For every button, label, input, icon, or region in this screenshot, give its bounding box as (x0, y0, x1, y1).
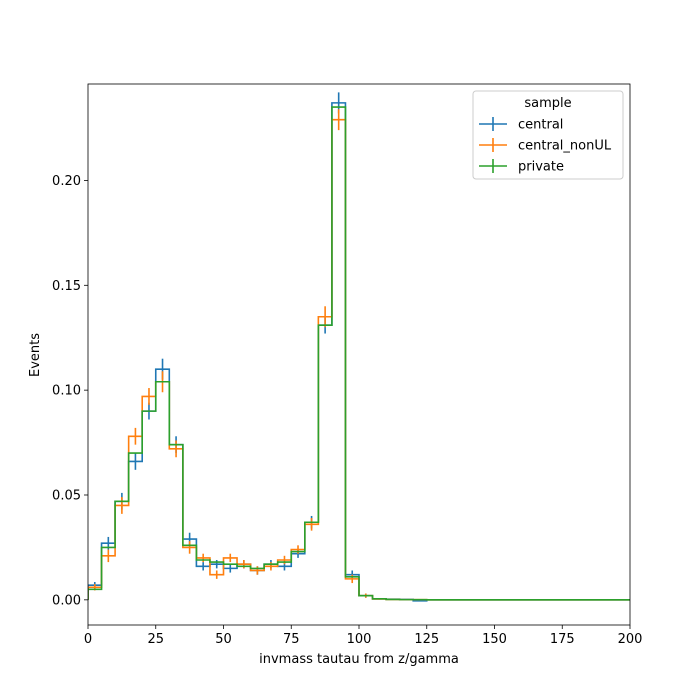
x-tick-label: 25 (147, 632, 164, 647)
x-tick-label: 50 (215, 632, 232, 647)
series-private (88, 106, 630, 601)
y-tick-label: 0.00 (52, 593, 81, 608)
x-tick-label: 0 (84, 632, 92, 647)
x-tick-label: 125 (414, 632, 439, 647)
y-axis-label: Events (28, 333, 43, 377)
legend-label: central (518, 118, 563, 133)
y-tick-label: 0.15 (52, 279, 81, 294)
legend-entry-private: private (479, 159, 564, 175)
y-axis: 0.00 0.05 0.10 0.15 0.20 (52, 174, 88, 608)
y-tick-label: 0.05 (52, 488, 81, 503)
y-tick-label: 0.20 (52, 174, 81, 189)
x-tick-label: 175 (550, 632, 575, 647)
legend-label: private (518, 160, 564, 175)
y-tick-label: 0.10 (52, 384, 81, 399)
legend-label: central_nonUL (518, 139, 612, 154)
x-axis: 0 25 50 75 100 125 150 175 200 (84, 625, 643, 647)
step-line (88, 118, 630, 601)
legend-entry-central-nonUL: central_nonUL (479, 138, 612, 154)
x-tick-label: 150 (482, 632, 507, 647)
plot-area (88, 92, 630, 602)
legend-entry-central: central (479, 117, 563, 133)
x-tick-label: 75 (283, 632, 300, 647)
step-line (88, 106, 630, 601)
series-central-nonUL (88, 109, 630, 601)
x-tick-label: 100 (347, 632, 372, 647)
x-tick-label: 200 (618, 632, 643, 647)
x-axis-label: invmass tautau from z/gamma (259, 652, 459, 667)
legend-title: sample (524, 96, 571, 111)
legend-frame (472, 90, 624, 180)
